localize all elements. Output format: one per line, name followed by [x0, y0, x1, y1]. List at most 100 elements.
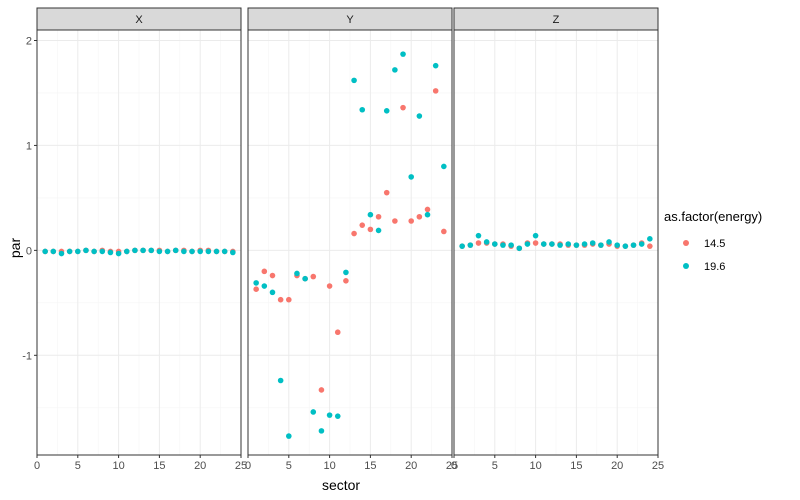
data-point: [351, 77, 357, 84]
data-point: [253, 280, 259, 286]
data-point: [107, 249, 114, 256]
x-axis: 0 5 10 15 20 250 5 10 15 20 250 5 10 15 20 25: [34, 455, 664, 472]
data-point: [123, 248, 130, 255]
data-point: [459, 243, 465, 249]
data-point: [581, 241, 588, 247]
data-point: [66, 248, 73, 255]
panel-border: [247, 29, 453, 456]
data-point: [475, 240, 482, 246]
data-point: [483, 239, 490, 245]
x-tick-label: 0: [34, 460, 40, 472]
legend-entry: 19.6: [683, 261, 725, 273]
data-point: [343, 278, 349, 284]
x-tick-label: 0: [245, 460, 251, 472]
data-point: [614, 242, 620, 248]
data-point: [132, 247, 138, 254]
facet-strip-label: Z: [553, 14, 560, 26]
data-point: [392, 218, 398, 224]
data-point: [565, 241, 572, 247]
data-point: [351, 230, 357, 237]
data-point: [334, 329, 341, 336]
data-point: [508, 242, 514, 248]
data-point: [213, 248, 220, 255]
data-point: [181, 248, 187, 255]
data-point: [441, 163, 447, 170]
data-point: [400, 104, 406, 111]
data-point: [416, 113, 423, 119]
data-point: [400, 51, 406, 57]
data-point: [383, 108, 390, 114]
data-point: [286, 433, 292, 439]
data-point: [408, 218, 415, 224]
data-point: [638, 241, 645, 247]
data-point: [261, 268, 268, 275]
data-point: [230, 249, 236, 256]
data-point: [269, 289, 276, 296]
legend-entry: 14.5: [683, 238, 725, 250]
data-point: [310, 409, 317, 415]
facet-strip-label: X: [135, 14, 143, 26]
data-point: [432, 88, 439, 94]
data-point: [91, 248, 97, 255]
panel-border: [36, 29, 242, 456]
data-point: [432, 62, 439, 69]
data-point: [189, 248, 195, 255]
y-tick-label: 1: [26, 140, 32, 152]
data-point: [359, 106, 366, 113]
x-tick-label: 25: [235, 460, 247, 472]
data-point: [50, 248, 57, 255]
data-point: [261, 283, 268, 289]
data-point: [500, 242, 506, 248]
data-point: [58, 250, 65, 257]
data-point: [549, 241, 555, 247]
data-point: [99, 248, 106, 255]
x-axis-title: sector: [322, 477, 360, 493]
data-point: [172, 247, 179, 254]
x-tick-label: 15: [364, 460, 376, 472]
data-point: [622, 243, 629, 249]
data-point: [148, 247, 155, 254]
x-tick-label: 20: [194, 460, 206, 472]
data-point: [277, 296, 284, 303]
data-point: [467, 242, 474, 248]
panel-border: [453, 29, 659, 456]
data-point: [606, 239, 612, 245]
x-tick-label: 5: [286, 460, 292, 472]
y-tick-label: 2: [26, 35, 32, 47]
data-point: [441, 228, 447, 235]
x-tick-label: 25: [446, 460, 458, 472]
data-point: [75, 248, 81, 255]
y-axis-title: par: [7, 238, 23, 259]
x-tick-label: 10: [323, 460, 335, 472]
data-point: [516, 245, 523, 252]
data-point: [424, 206, 431, 213]
data-point: [156, 248, 163, 255]
data-point: [598, 242, 604, 248]
data-point: [277, 377, 284, 384]
facet-panels: X Y Z: [36, 7, 659, 456]
data-point: [375, 213, 382, 220]
data-point: [318, 428, 325, 434]
data-point: [375, 227, 382, 234]
y-tick-label: -1: [22, 350, 32, 362]
legend-entries: 14.5 19.6: [683, 238, 725, 273]
data-point: [221, 248, 228, 255]
data-point: [475, 232, 482, 239]
data-point: [532, 232, 539, 239]
legend-label: 19.6: [704, 261, 725, 273]
facet-panel-z: Z: [453, 7, 659, 456]
data-point: [383, 189, 390, 196]
x-tick-label: 5: [492, 460, 498, 472]
data-point: [392, 67, 398, 73]
data-point: [253, 286, 259, 292]
data-point: [83, 247, 89, 254]
data-point: [492, 241, 498, 247]
data-point: [367, 211, 374, 218]
x-tick-label: 20: [405, 460, 417, 472]
data-point: [334, 413, 341, 419]
x-tick-label: 15: [153, 460, 165, 472]
data-point: [589, 240, 596, 246]
x-tick-label: 25: [652, 460, 664, 472]
y-tick-label: 0: [26, 245, 32, 257]
